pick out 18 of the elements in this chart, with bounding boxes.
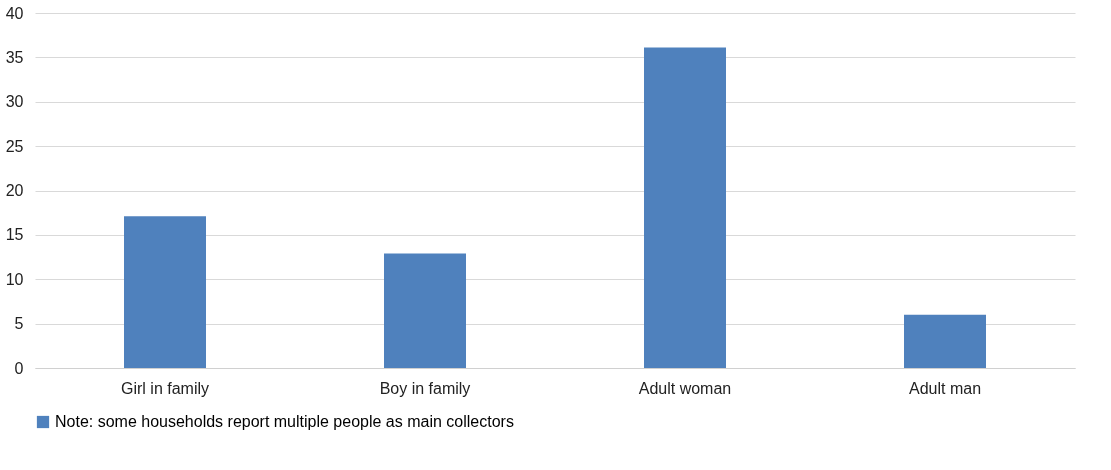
- bar: [904, 314, 986, 368]
- y-tick-label: 20: [5, 182, 24, 199]
- y-tick-label: 40: [5, 4, 24, 22]
- x-tick-label: Adult man: [908, 379, 982, 397]
- x-tick-label: Girl in family: [120, 379, 210, 397]
- y-tick-label: 25: [5, 137, 24, 155]
- y-tick-label: 0: [14, 359, 24, 377]
- bar: [384, 253, 466, 368]
- bar: [644, 47, 726, 368]
- x-tick-label: Boy in family: [379, 379, 471, 397]
- y-tick-label: 5: [14, 315, 24, 333]
- bar: [124, 216, 206, 368]
- y-tick-label: 10: [5, 270, 24, 288]
- y-tick-label: 30: [5, 93, 24, 111]
- y-tick-label: 35: [5, 48, 24, 66]
- x-tick-label: Adult woman: [638, 379, 732, 397]
- legend-label: Note: some households report multiple people as main collectors: [55, 413, 514, 430]
- y-tick-label: 15: [5, 226, 24, 244]
